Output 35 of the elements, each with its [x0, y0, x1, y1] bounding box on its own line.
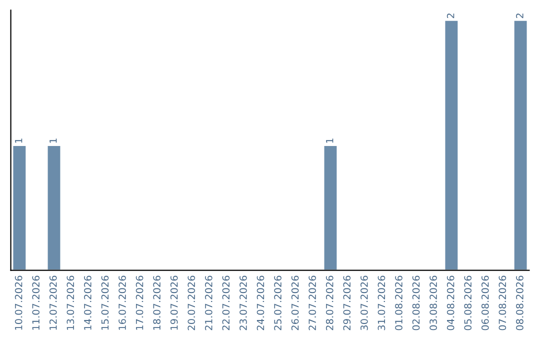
x-tick-label: 28.07.2026 [326, 276, 334, 330]
x-tick-label: 23.07.2026 [240, 276, 247, 330]
x-tick-label: 08.08.2026 [516, 276, 524, 330]
x-tick-label: 16.07.2026 [118, 276, 126, 330]
x-tick-label: 03.08.2026 [430, 276, 437, 330]
x-tick-label: 29.07.2026 [343, 276, 351, 330]
x-tick-label: 05.08.2026 [464, 276, 472, 330]
x-tick-label: 22.07.2026 [222, 276, 230, 330]
x-tick-label: 19.07.2026 [170, 276, 178, 330]
x-tick-label: 25.07.2026 [274, 276, 282, 330]
x-tick-label: 10.07.2026 [14, 276, 22, 330]
x-tick-label: 21.07.2026 [204, 276, 212, 330]
data-label: 1 [15, 138, 22, 143]
x-tick-label: 15.07.2026 [101, 276, 109, 330]
x-tick-label: 27.07.2026 [308, 276, 316, 330]
x-tick-label: 11.07.2026 [32, 276, 40, 330]
x-tick-label: 24.07.2026 [256, 276, 264, 330]
x-tick-label: 12.07.2026 [49, 276, 57, 330]
data-label: 1 [326, 138, 334, 143]
x-tick-label: 31.07.2026 [378, 276, 386, 330]
x-tick-label: 20.07.2026 [188, 276, 196, 330]
x-tick-label: 04.08.2026 [446, 276, 454, 330]
x-tick-label: 14.07.2026 [84, 276, 92, 330]
x-tick-label: 13.07.2026 [66, 276, 74, 330]
x-tick-label: 17.07.2026 [136, 276, 144, 330]
data-label: 2 [516, 14, 524, 18]
data-label: 2 [446, 14, 454, 18]
x-tick-label: 06.08.2026 [481, 276, 489, 330]
data-label: 1 [50, 138, 57, 143]
x-tick-label: 07.08.2026 [498, 276, 506, 330]
x-tick-label: 26.07.2026 [291, 276, 299, 330]
x-tick-label: 30.07.2026 [360, 276, 368, 330]
x-tick-label: 18.07.2026 [153, 276, 160, 330]
x-tick-label: 02.08.2026 [412, 276, 420, 330]
x-tick-label: 01.08.2026 [395, 276, 402, 330]
